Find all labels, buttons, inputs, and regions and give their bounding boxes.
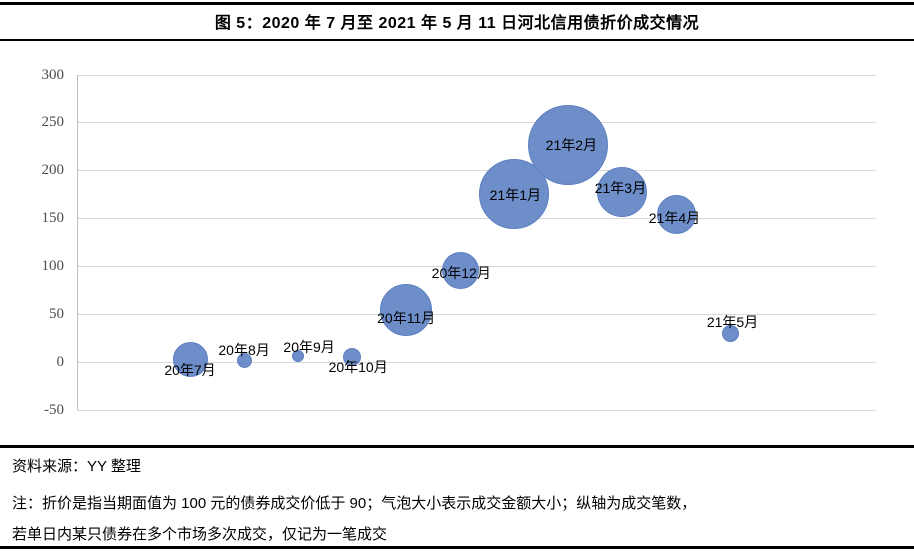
footnote-line-2: 若单日内某只债券在多个市场多次成交，仅记为一笔成交 [12, 526, 388, 543]
bubble-label-21年3月: 21年3月 [594, 179, 647, 196]
y-axis-tick-label: 100 [41, 257, 65, 274]
gridline-50 [77, 313, 876, 315]
bubble-label-21年5月: 21年5月 [706, 314, 759, 331]
bubble-20年12月 [441, 251, 479, 289]
bubble-21年4月 [656, 195, 696, 235]
bubble-20年11月 [380, 283, 433, 336]
bubble-20年9月 [292, 350, 305, 363]
y-axis-tick-label: 50 [49, 305, 64, 322]
bubble-21年2月 [528, 104, 609, 185]
figure-title: 图 5：2020 年 7 月至 2021 年 5 月 11 日河北信用债折价成交… [214, 15, 700, 32]
bubble-label-20年9月: 20年9月 [283, 339, 335, 356]
bubble-label-20年12月: 20年12月 [431, 265, 491, 282]
bubble-21年5月 [722, 324, 739, 342]
bubble-label-21年1月: 21年1月 [489, 186, 541, 203]
gridline-200 [77, 170, 876, 172]
data-source-text: 资料来源：YY 整理 [12, 458, 141, 475]
gridline--50 [77, 409, 876, 411]
gridline-0 [77, 361, 876, 363]
bottom-rule [0, 546, 914, 549]
bubble-label-20年7月: 20年7月 [164, 362, 216, 379]
gridline-300 [77, 74, 876, 76]
bubble-label-21年4月: 21年4月 [648, 209, 701, 226]
top-rule [0, 2, 914, 5]
y-axis-tick-label: -50 [44, 401, 64, 418]
bubble-label-20年8月: 20年8月 [218, 342, 270, 359]
title-divider-rule [0, 39, 914, 41]
gridline-250 [77, 122, 876, 124]
y-axis-tick-label: 0 [56, 353, 65, 370]
y-axis-tick-label: 300 [41, 66, 65, 83]
bubble-21年3月 [597, 166, 648, 217]
y-axis-tick-label: 250 [41, 114, 65, 131]
bubble-label-21年2月: 21年2月 [545, 136, 598, 153]
bubble-label-20年11月: 20年11月 [377, 309, 436, 326]
bubble-label-20年10月: 20年10月 [328, 359, 388, 376]
bubble-20年7月 [172, 341, 208, 377]
footer-divider-rule [0, 445, 914, 448]
y-axis-tick-label: 200 [41, 162, 65, 179]
bubble-20年8月 [236, 352, 252, 368]
footnote-line-1: 注：折价是指当期面值为 100 元的债券成交价低于 90；气泡大小表示成交金额大… [12, 495, 697, 512]
y-axis-tick-label: 150 [41, 210, 65, 227]
bubble-20年10月 [343, 348, 362, 367]
gridline-150 [77, 218, 876, 220]
y-axis-line [77, 75, 78, 410]
